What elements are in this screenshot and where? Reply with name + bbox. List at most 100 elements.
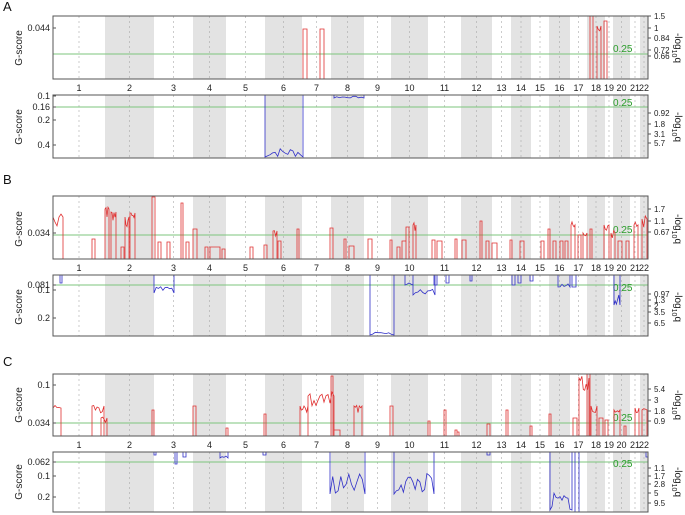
chromosome-label: 3 (171, 440, 176, 450)
chromosome-label: 19 (604, 440, 614, 450)
right-axis-label: -log10q (670, 467, 683, 497)
right-tick-label: 3.1 (654, 130, 666, 139)
chromosome-label: 20 (616, 263, 626, 273)
chromosome-label: 10 (404, 440, 414, 450)
y-axis-label: G-score (14, 289, 25, 325)
chromosome-label: 13 (496, 440, 506, 450)
chromosome-label: 5 (243, 440, 248, 450)
chromosome-label: 20 (616, 440, 626, 450)
chromosome-label: 7 (314, 83, 319, 93)
chromosome-label: 21 (630, 440, 640, 450)
y-tick-label: 0.4 (37, 140, 50, 150)
y-tick-label: 0.044 (27, 23, 50, 33)
chromosome-label: 11 (440, 83, 449, 93)
chromosome-label: 3 (171, 83, 176, 93)
y-tick-label: 0.062 (27, 457, 50, 467)
panel-label-a: A (3, 0, 12, 14)
right-axis-label: -log10q (670, 214, 683, 244)
chromosome-label: 6 (281, 83, 286, 93)
right-tick-label: 0.84 (654, 34, 670, 43)
right-tick-label: 3.5 (654, 308, 666, 317)
right-tick-label: 0.92 (654, 109, 670, 118)
chromosome-label: 11 (440, 440, 449, 450)
chromosome-label: 22 (639, 263, 649, 273)
chromosome-label: 2 (127, 263, 132, 273)
y-axis-label: G-score (14, 387, 25, 423)
right-tick-label: 0.67 (654, 228, 670, 237)
chromosome-label: 15 (535, 263, 545, 273)
chromosome-label: 8 (345, 83, 350, 93)
right-tick-label: 5.4 (654, 385, 666, 394)
chromosome-label: 3 (171, 263, 176, 273)
right-tick-label: 9.5 (654, 499, 666, 508)
y-tick-label: 0.034 (27, 228, 50, 238)
y-tick-label: 0.2 (37, 115, 50, 125)
chromosome-label: 18 (591, 263, 601, 273)
chromosome-label: 15 (535, 440, 545, 450)
chromosome-label: 14 (516, 263, 526, 273)
y-axis-label: G-score (14, 109, 25, 145)
y-tick-label: 0.2 (37, 313, 50, 323)
threshold-label: 0.25 (613, 413, 633, 424)
y-tick-label: 0.16 (32, 102, 50, 112)
right-tick-label: 5.7 (654, 139, 666, 148)
y-tick-label: 0.1 (37, 285, 50, 295)
chromosome-label: 17 (573, 83, 583, 93)
chromosome-label: 10 (404, 83, 414, 93)
chromosome-label: 22 (639, 83, 649, 93)
chromosome-label: 8 (345, 440, 350, 450)
chromosome-label: 5 (243, 83, 248, 93)
chromosome-label: 18 (591, 83, 601, 93)
right-tick-label: 5 (654, 489, 659, 498)
chromosome-label: 1 (76, 263, 81, 273)
chromosome-label: 8 (345, 263, 350, 273)
right-tick-label: 1 (654, 24, 659, 33)
chromosome-label: 18 (591, 440, 601, 450)
chromosome-label: 14 (516, 440, 526, 450)
right-tick-label: 0.9 (654, 417, 666, 426)
right-tick-label: 1.8 (654, 120, 666, 129)
right-axis-label: -log10q (670, 390, 683, 420)
y-tick-label: 0.1 (37, 380, 50, 390)
right-tick-label: 2 (654, 302, 659, 311)
right-axis-label: -log10q (670, 112, 683, 142)
chromosome-label: 10 (404, 263, 414, 273)
chromosome-label: 22 (639, 440, 649, 450)
threshold-label: 0.25 (613, 459, 633, 470)
right-axis-label: -log10q (670, 33, 683, 63)
chromosome-label: 9 (375, 83, 380, 93)
y-tick-label: 0.1 (37, 91, 50, 101)
chromosome-label: 17 (573, 440, 583, 450)
right-tick-label: 3 (654, 396, 659, 405)
chromosome-label: 21 (630, 83, 640, 93)
chromosome-label: 16 (554, 440, 564, 450)
chromosome-label: 16 (554, 263, 564, 273)
chromosome-label: 2 (127, 440, 132, 450)
chromosome-label: 6 (281, 440, 286, 450)
chromosome-label: 19 (604, 263, 614, 273)
chromosome-label: 5 (243, 263, 248, 273)
chromosome-label: 21 (630, 263, 640, 273)
right-tick-label: 1.1 (654, 464, 666, 473)
y-tick-label: 0.034 (27, 418, 50, 428)
chromosome-label: 13 (496, 263, 506, 273)
threshold-label: 0.25 (613, 44, 633, 55)
chromosome-label: 1 (76, 440, 81, 450)
right-axis-label: -log10q (670, 292, 683, 322)
chromosome-label: 16 (554, 83, 564, 93)
chromosome-label: 12 (471, 83, 481, 93)
right-tick-label: 1.8 (654, 407, 666, 416)
right-tick-label: 0.97 (654, 290, 670, 299)
y-axis-label: G-score (14, 211, 25, 247)
chromosome-label: 7 (314, 440, 319, 450)
chromosome-label: 20 (616, 83, 626, 93)
y-axis-label: G-score (14, 30, 25, 66)
panel-label-c: C (3, 354, 12, 369)
chromosome-label: 4 (207, 83, 212, 93)
chromosome-label: 9 (375, 263, 380, 273)
right-tick-label: 0.66 (654, 52, 670, 61)
right-tick-label: 2.8 (654, 480, 666, 489)
chromosome-label: 1 (76, 83, 81, 93)
threshold-label: 0.25 (613, 283, 633, 294)
